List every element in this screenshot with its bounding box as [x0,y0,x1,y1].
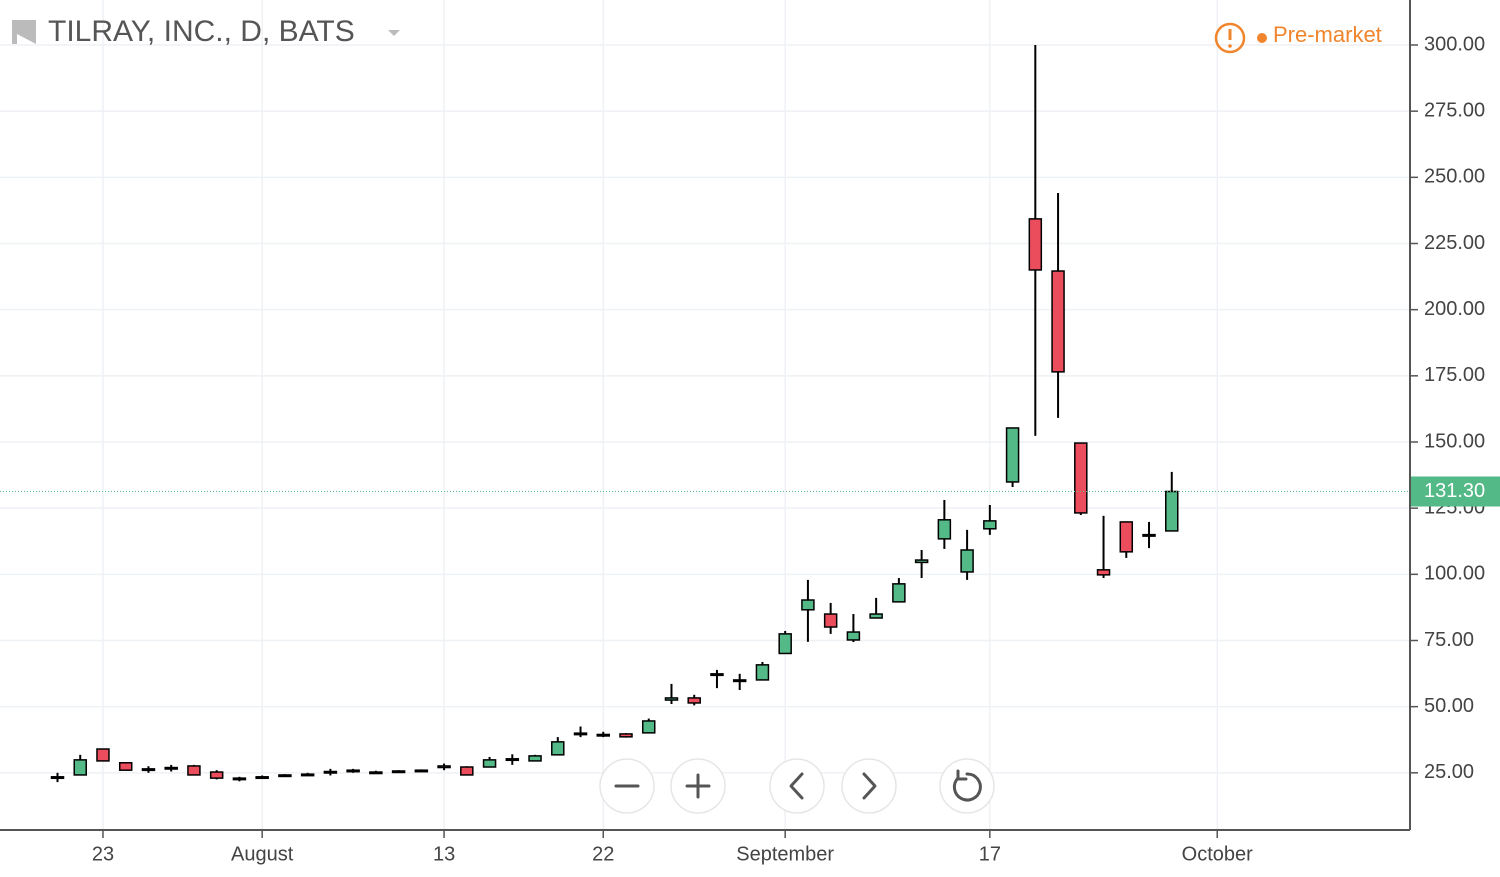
y-tick-label: 150.00 [1424,430,1485,452]
title-dropdown[interactable] [388,30,400,36]
candle-body [460,766,474,776]
candle-body [1051,270,1065,373]
scroll-right-button[interactable] [841,758,897,814]
y-tick-label: 275.00 [1424,99,1485,121]
candle-body [687,697,701,704]
candle-body [437,765,451,769]
candle-body [505,758,520,762]
candle-body [528,755,542,762]
y-tick-label: 100.00 [1424,563,1485,585]
y-tick-label: 300.00 [1424,33,1485,55]
zoom-in-button[interactable] [670,758,726,814]
y-tick-label: 25.00 [1424,761,1474,783]
x-tick-label: September [736,843,834,865]
candle-body [1074,442,1088,514]
y-tick-label: 250.00 [1424,166,1485,188]
candle-body [96,748,110,762]
y-tick-label: 225.00 [1424,232,1485,254]
y-tick-label: 50.00 [1424,695,1474,717]
candle-body [1165,490,1179,532]
candle-body [619,733,633,738]
candle-body [1142,533,1156,537]
candle-body [255,776,269,780]
candle-body [369,771,383,775]
candle-body [232,777,247,781]
candle-body [164,766,178,770]
scroll-left-button[interactable] [769,758,825,814]
candle-body [846,631,861,641]
chart-title: TILRAY, INC., D, BATS [48,15,355,48]
candle-body [1028,218,1043,271]
candle-body [346,769,360,773]
candle-body [482,759,497,768]
x-tick-label: August [231,843,294,865]
candle-body [209,771,224,779]
candle-body [1119,521,1134,553]
candle-body [869,613,883,619]
candle-body [1005,427,1020,483]
candle-body [596,733,611,737]
last-price-label: 131.30 [1424,480,1485,502]
market-status: Pre-market [1273,22,1382,47]
y-tick-label: 75.00 [1424,629,1474,651]
candle-body [118,762,133,771]
status-dot [1257,33,1267,43]
x-tick-label: 17 [979,843,1001,865]
candle-body [323,770,338,774]
y-tick-label: 200.00 [1424,298,1485,320]
candle-body [300,773,315,777]
x-tick-label: October [1182,843,1253,865]
candle-body [983,520,997,530]
candle-body [755,664,770,681]
warning-icon[interactable] [1214,22,1246,54]
candle-body [73,759,87,776]
reset-button[interactable] [939,758,995,814]
flag-icon [12,20,36,44]
candle-body [1096,569,1111,576]
candle-body [732,679,747,683]
candle-body [141,768,156,772]
candle-body [801,599,815,611]
candle-body [641,720,656,734]
candle-body [960,549,974,573]
candle-body [710,673,724,677]
candle-body [391,770,406,774]
x-tick-label: 22 [592,843,614,865]
x-tick-label: 13 [433,843,455,865]
zoom-out-button[interactable] [599,758,655,814]
axes: 25.0050.0075.00100.00125.00150.00175.002… [0,33,1500,865]
x-tick-label: 23 [92,843,114,865]
candle-body [823,613,838,628]
candle-body [914,559,929,564]
candle-body [278,774,292,778]
candle-body [937,519,952,540]
candle-body [664,697,679,701]
y-tick-label: 175.00 [1424,364,1485,386]
candle-body [778,633,792,655]
candle-body [50,776,65,780]
last-price-box [1411,476,1500,507]
candle-body [414,769,429,773]
grid [0,0,1410,830]
candle-body [573,732,588,736]
candles [50,44,1179,783]
candle-body [892,583,906,603]
candle-body [187,765,201,776]
candle-body [551,741,565,756]
